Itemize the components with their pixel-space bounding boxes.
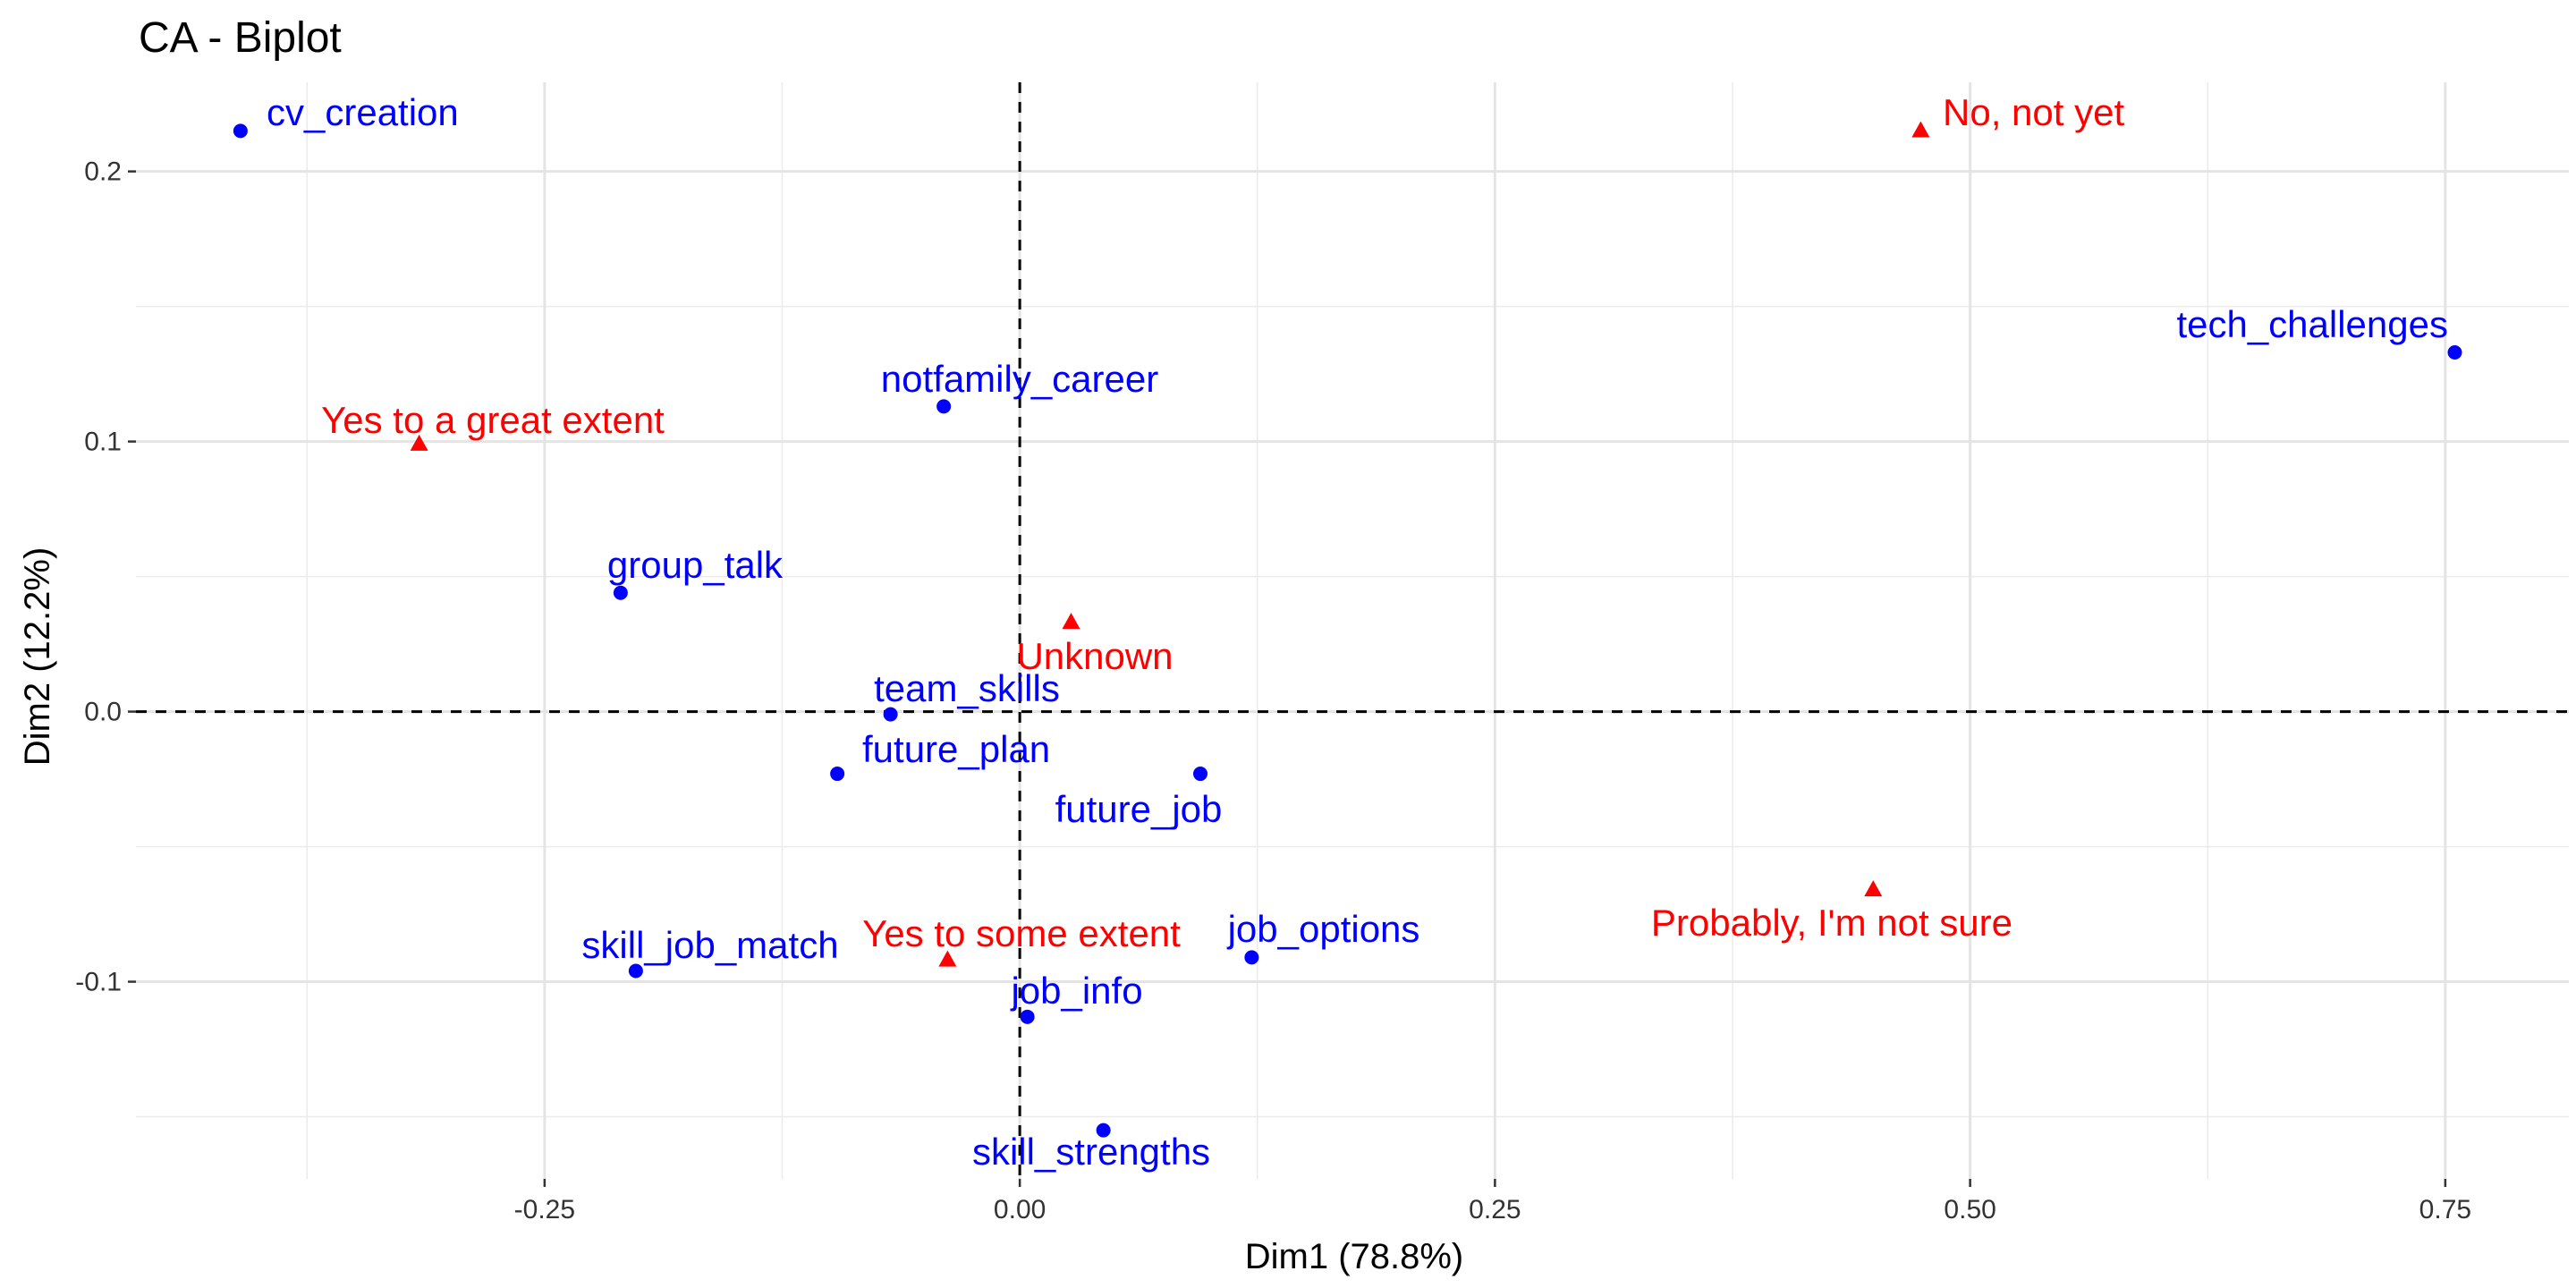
y-tick-label: 0.0 xyxy=(84,698,122,727)
point-label: job_info xyxy=(1009,970,1142,1012)
point-label: notfamily_career xyxy=(881,358,1158,400)
column-point xyxy=(628,963,643,979)
column-point xyxy=(830,767,845,782)
column-point xyxy=(2447,344,2462,360)
row-point xyxy=(1864,880,1883,897)
row-point xyxy=(938,950,957,967)
point-label: future_plan xyxy=(862,728,1050,770)
x-tick-label: 0.00 xyxy=(994,1195,1046,1224)
y-tick-label: -0.1 xyxy=(75,968,122,997)
data-points xyxy=(233,121,2462,1138)
point-label: tech_challenges xyxy=(2176,303,2448,345)
y-tick-label: 0.2 xyxy=(84,157,122,187)
point-label: job_options xyxy=(1226,908,1420,950)
x-tick-label: -0.25 xyxy=(514,1195,575,1224)
point-label: group_talk xyxy=(607,544,784,586)
axis-ticks: -0.25 0.00 0.25 0.50 0.75 -0.1 0.0 0.1 0.2 xyxy=(75,157,2471,1224)
point-label: skill_strengths xyxy=(972,1131,1210,1173)
y-axis-title: Dim2 (12.2%) xyxy=(18,547,57,767)
chart-title: CA - Biplot xyxy=(139,14,342,62)
point-label: future_job xyxy=(1055,788,1223,830)
point-label: Yes to some extent xyxy=(862,912,1181,954)
x-tick-label: 0.50 xyxy=(1944,1195,1996,1224)
point-label: cv_creation xyxy=(267,91,459,133)
point-label: skill_job_match xyxy=(581,924,838,966)
x-tick-label: 0.75 xyxy=(2419,1195,2471,1224)
point-label: Yes to a great extent xyxy=(321,399,665,441)
column-point xyxy=(883,707,898,722)
point-label: No, not yet xyxy=(1943,91,2124,133)
column-point xyxy=(1096,1123,1111,1138)
point-label: Unknown xyxy=(1016,635,1173,677)
column-point xyxy=(1020,1009,1035,1024)
reference-lines xyxy=(136,82,2569,1179)
column-point xyxy=(613,585,628,600)
y-tick-label: 0.1 xyxy=(84,428,122,457)
column-point xyxy=(233,123,248,139)
x-tick-label: 0.25 xyxy=(1469,1195,1521,1224)
row-point xyxy=(1911,121,1930,138)
row-point xyxy=(410,434,428,451)
column-point xyxy=(1244,950,1259,965)
point-label: Probably, I'm not sure xyxy=(1651,902,2012,944)
column-point xyxy=(1193,767,1208,782)
row-point xyxy=(1062,613,1080,630)
point-label: team_skills xyxy=(874,667,1060,709)
column-point xyxy=(936,399,952,414)
point-labels: cv_creation tech_challenges notfamily_care… xyxy=(267,91,2448,1173)
x-axis-title: Dim1 (78.8%) xyxy=(1245,1237,1464,1276)
